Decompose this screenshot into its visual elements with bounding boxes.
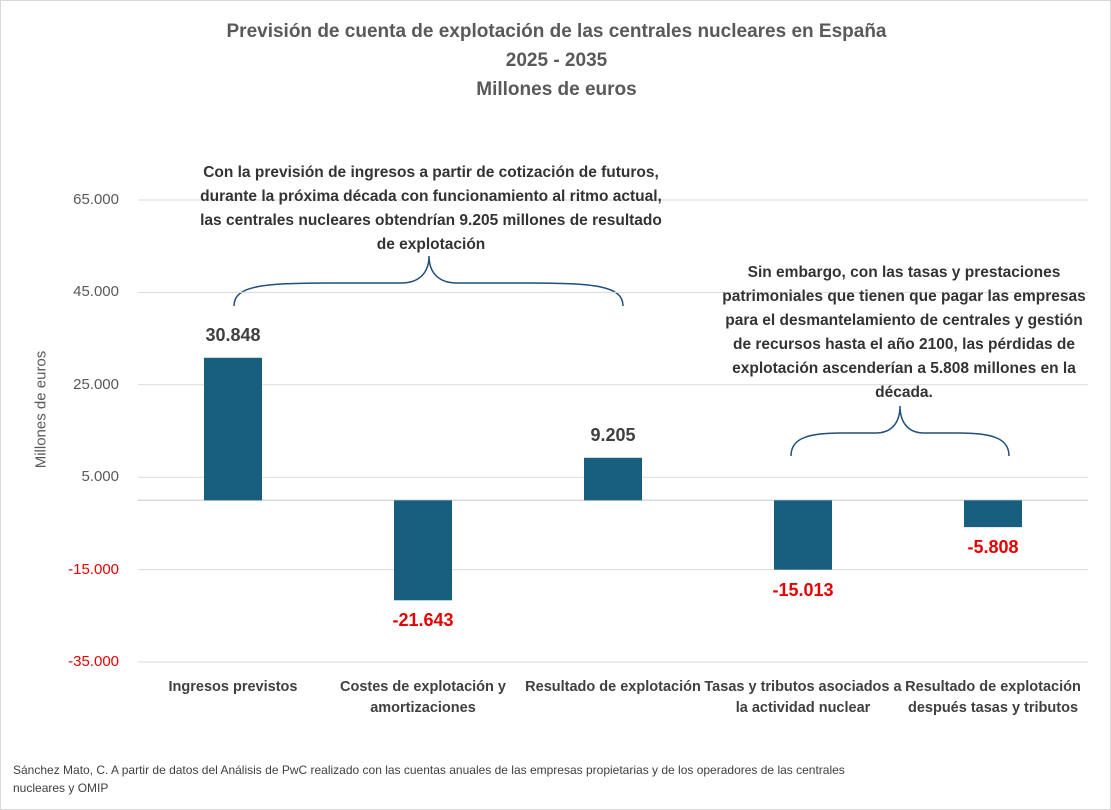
y-tick-label: -15.000 [68,560,119,578]
value-label: 30.848 [205,324,261,345]
bar [584,457,642,501]
bar [774,500,832,570]
y-tick-label: 5.000 [81,468,119,486]
chart-subtitle: 2025 - 2035 [505,50,608,71]
value-label: -15.013 [772,579,834,600]
value-label: -5.808 [967,537,1019,558]
bar [394,500,452,601]
value-label: -21.643 [392,610,454,631]
annotation: Sin embargo, con las tasas y prestacione… [722,264,1086,401]
y-tick-label: 25.000 [73,375,119,393]
y-axis-label: Millones de euros [32,350,50,469]
x-tick-label: Resultado de explotación después tasas y… [905,679,1081,716]
x-tick-label: Resultado de explotación [525,679,701,695]
source-note: Sánchez Mato, C. A partir de datos del A… [13,763,845,795]
x-tick-label: Tasas y tributos asociados a la activida… [704,679,902,716]
y-tick-label: 45.000 [73,283,119,301]
y-tick-label: -35.000 [68,653,119,670]
x-tick-label: Ingresos previstos [168,679,298,695]
y-tick-label: 65.000 [73,191,119,208]
bar [204,357,262,501]
value-label: 9.205 [590,424,636,445]
x-tick-label: Costes de explotación y amortizaciones [340,679,506,716]
chart-title: Previsión de cuenta de explotación de la… [226,21,887,42]
brace [233,255,624,307]
bar [964,500,1022,528]
annotation: Con la previsión de ingresos a partir de… [200,164,662,253]
chart-subtitle: Millones de euros [476,79,637,100]
brace [790,405,1010,457]
